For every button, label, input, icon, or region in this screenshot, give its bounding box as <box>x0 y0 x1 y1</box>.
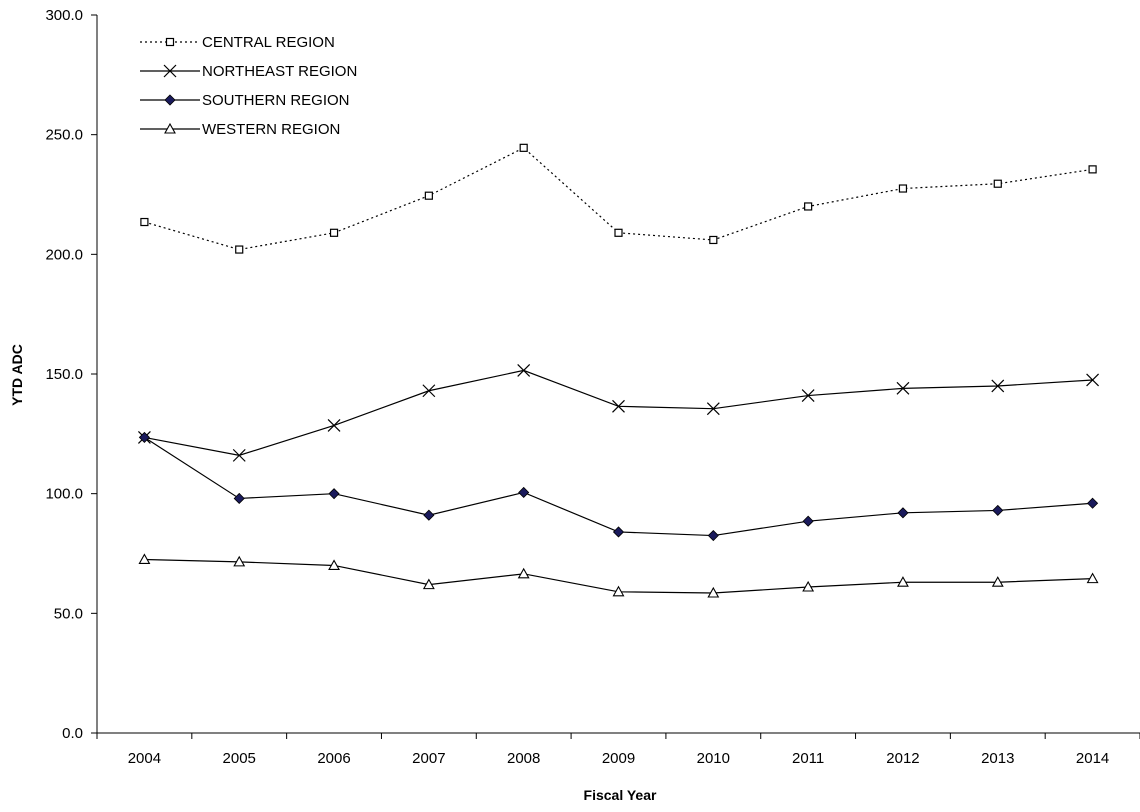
x-tick-label: 2008 <box>507 750 540 767</box>
data-point-southern-region <box>897 507 909 519</box>
y-tick-label: 100.0 <box>45 486 83 503</box>
legend-label-southern-region: SOUTHERN REGION <box>202 92 350 109</box>
data-point-central-region <box>709 235 718 245</box>
x-tick-label: 2012 <box>886 750 919 767</box>
data-point-western-region <box>612 585 625 597</box>
data-point-western-region <box>1086 572 1099 584</box>
data-point-western-region <box>233 555 246 567</box>
data-point-western-region <box>328 559 340 571</box>
legend-item-northeast-region: NORTHEAST REGION <box>140 63 357 80</box>
data-point-southern-region <box>328 488 340 500</box>
x-tick-label: 2013 <box>981 750 1014 767</box>
data-point-central-region <box>993 179 1002 188</box>
x-tick-label: 2009 <box>602 750 635 767</box>
data-point-northeast-region <box>1086 373 1100 387</box>
legend-label-northeast-region: NORTHEAST REGION <box>202 63 357 80</box>
data-point-western-region <box>138 553 151 565</box>
data-point-southern-region <box>423 509 435 521</box>
x-tick-label: 2011 <box>792 750 824 767</box>
y-tick-label: 150.0 <box>45 366 83 383</box>
legend-marker-northeast-region <box>163 64 177 78</box>
data-point-western-region <box>897 576 909 587</box>
data-point-central-region <box>329 228 339 237</box>
y-axis-title: YTD ADC <box>9 344 25 406</box>
data-point-central-region <box>424 191 433 200</box>
series-southern-region <box>138 431 1099 542</box>
data-point-northeast-region <box>422 384 436 398</box>
series-line-northeast-region <box>144 369 1093 456</box>
data-point-northeast-region <box>801 389 815 402</box>
legend-item-central-region: CENTRAL REGION <box>140 34 335 51</box>
series-central-region <box>140 143 1097 254</box>
data-point-northeast-region <box>991 379 1005 393</box>
series-western-region <box>138 553 1099 598</box>
data-point-central-region <box>614 228 623 237</box>
legend-label-central-region: CENTRAL REGION <box>202 34 335 51</box>
data-point-southern-region <box>233 492 245 505</box>
legend-label-western-region: WESTERN REGION <box>202 121 340 138</box>
x-tick-label: 2005 <box>223 750 256 767</box>
legend-marker-central-region <box>165 37 175 47</box>
data-point-central-region <box>235 245 244 254</box>
legend: CENTRAL REGION NORTHEAST REGION SOUTHERN R… <box>140 34 357 138</box>
x-tick-label: 2014 <box>1076 750 1109 767</box>
axes: 0.0 50.0 100.0 150.0 200.0 250.0 300.0 2004 2005… <box>45 7 1140 767</box>
series-line-southern-region <box>144 436 1093 537</box>
data-point-western-region <box>422 578 435 590</box>
legend-marker-western-region <box>164 122 176 134</box>
data-point-southern-region <box>992 504 1004 516</box>
data-point-northeast-region <box>517 363 531 377</box>
data-point-western-region <box>517 567 530 579</box>
data-point-northeast-region <box>232 448 246 462</box>
data-point-southern-region <box>802 515 814 527</box>
data-point-northeast-region <box>612 399 625 413</box>
y-tick-label: 0.0 <box>62 725 83 742</box>
y-tick-label: 50.0 <box>54 605 83 622</box>
data-point-southern-region <box>138 431 150 443</box>
x-tick-label: 2004 <box>128 750 161 767</box>
data-point-central-region <box>519 143 528 152</box>
x-axis-title: Fiscal Year <box>584 787 657 803</box>
y-tick-label: 200.0 <box>45 246 83 263</box>
data-point-southern-region <box>1087 497 1099 509</box>
legend-marker-southern-region <box>164 94 176 106</box>
data-point-western-region <box>802 580 815 592</box>
x-tick-label: 2007 <box>412 750 445 767</box>
x-tick-label: 2010 <box>697 750 730 767</box>
data-point-northeast-region <box>706 402 720 416</box>
y-tick-label: 250.0 <box>45 127 83 144</box>
data-point-southern-region <box>518 486 530 499</box>
data-point-central-region <box>898 184 908 193</box>
legend-item-western-region: WESTERN REGION <box>140 121 340 138</box>
series-northeast-region <box>137 363 1100 462</box>
data-point-central-region <box>1088 165 1097 174</box>
y-tick-label: 300.0 <box>45 7 83 24</box>
data-point-northeast-region <box>896 381 910 395</box>
series-layer <box>137 143 1100 598</box>
data-point-western-region <box>991 576 1004 587</box>
data-point-southern-region <box>707 529 719 542</box>
legend-item-southern-region: SOUTHERN REGION <box>140 92 350 109</box>
data-point-central-region <box>804 202 813 211</box>
data-point-northeast-region <box>327 419 341 432</box>
data-point-central-region <box>140 217 149 227</box>
data-point-southern-region <box>612 526 625 538</box>
data-point-western-region <box>707 586 720 598</box>
x-tick-label: 2006 <box>317 750 350 767</box>
